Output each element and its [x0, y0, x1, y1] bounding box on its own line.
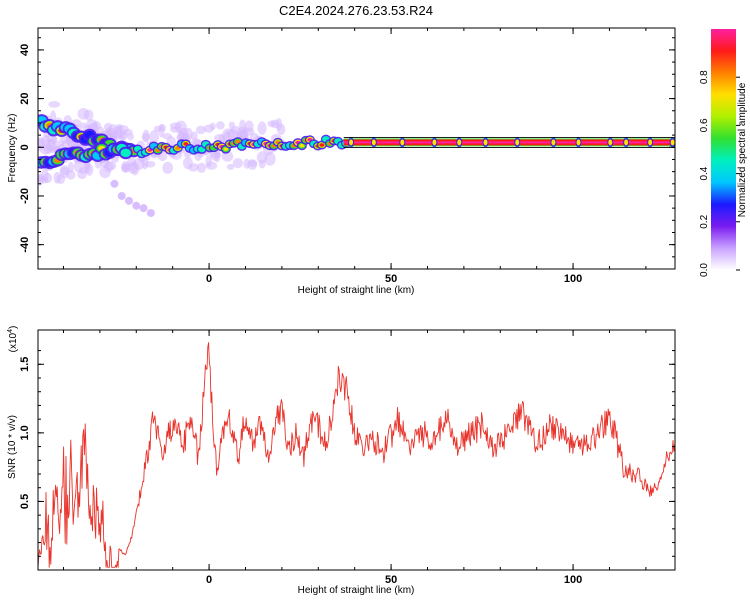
x-tick-label: 0 [206, 273, 212, 285]
heatmap-halo-cell [214, 149, 221, 163]
heatmap-band-cell [608, 139, 613, 146]
colorbar-gradient [711, 29, 736, 270]
snr-ylabel: SNR (10 * v/v) [7, 415, 18, 479]
heatmap-cell [319, 143, 325, 147]
spectrogram-xlabel: Height of straight line (km) [298, 285, 415, 296]
heatmap-halo-cell [149, 130, 159, 144]
y-tick-label: -40 [19, 237, 31, 253]
heatmap-cell [120, 148, 131, 158]
snr-frame [37, 329, 676, 571]
colorbar-label: Normalized spectral amplitude [737, 82, 748, 217]
svg-text:(x104): (x104) [7, 326, 19, 353]
heatmap-halo-cell [43, 172, 53, 184]
heatmap-band-cell [670, 139, 675, 146]
heatmap-band-cell [576, 139, 581, 146]
colorbar: 0.0 0.2 0.4 0.6 0.8 Normalized spectral ampl… [699, 29, 748, 277]
heatmap-halo-cell [264, 151, 276, 166]
heatmap-halo-cell [77, 169, 87, 180]
x-tick-label: 50 [385, 574, 397, 586]
colorbar-tick-label: 0.6 [699, 118, 710, 132]
heatmap-halo-cell [257, 121, 267, 135]
heatmap-band-cell [624, 139, 629, 146]
spectrogram-frame [37, 27, 676, 270]
heatmap-band-cell [400, 139, 405, 146]
y-tick-label: 0 [19, 144, 31, 150]
heatmap-halo-cell [190, 131, 198, 141]
spectrogram-ylabel: Frequency (Hz) [7, 114, 18, 183]
heatmap-halo-cell [162, 161, 174, 174]
snr-series-line [38, 342, 675, 568]
heatmap-cell [299, 143, 305, 148]
heatmap-halo-cell [196, 162, 207, 173]
heatmap-band-cell [349, 139, 354, 146]
heatmap-band-cell [371, 139, 376, 146]
heatmap-band-cell [648, 139, 653, 146]
snr-multiplier: (x104) [7, 326, 19, 353]
heatmap-halo-cell [193, 139, 203, 146]
colorbar-ticks: 0.0 0.2 0.4 0.6 0.8 [699, 70, 740, 277]
y-tick-label: 20 [19, 92, 31, 104]
heatmap-halo-cell [188, 163, 199, 172]
heatmap-trail-cell [117, 191, 126, 200]
heatmap-halo-cell [221, 151, 234, 162]
heatmap-trail-cell [110, 179, 119, 188]
snr-panel: 0 50 100 1.5 1.0 0.5 Height of straight line … [7, 326, 676, 596]
heatmap-halo-cell [232, 158, 244, 169]
y-tick-label: 1.5 [19, 357, 31, 372]
heatmap-halo-cell [142, 129, 150, 143]
heatmap-halo-cell [144, 160, 156, 168]
snr-xlabel: Height of straight line (km) [298, 585, 415, 596]
heatmap-halo-cell [195, 125, 206, 135]
heatmap-band-cell [551, 139, 556, 146]
heatmap-halo-cell [159, 124, 166, 132]
heatmap-halo-cell [216, 121, 225, 130]
colorbar-tick-label: 0.0 [699, 263, 710, 277]
heatmap-halo-cell [183, 127, 193, 141]
heatmap-trail-cell [146, 209, 155, 218]
snr-axes: 0 50 100 1.5 1.0 0.5 [19, 330, 675, 586]
x-tick-label: 50 [385, 273, 397, 285]
y-tick-label: 0.5 [19, 494, 31, 509]
heatmap-marks [38, 100, 675, 218]
colorbar-tick-label: 0.4 [699, 166, 710, 180]
heatmap-halo-cell [105, 161, 117, 171]
heatmap-halo-cell [276, 123, 286, 135]
colorbar-tick-label: 0.2 [699, 214, 710, 228]
chart-title: C2E4.2024.276.23.53.R24 [279, 3, 433, 18]
heatmap-band-cell [457, 139, 462, 146]
heatmap-band-cell [432, 139, 437, 146]
y-tick-label: 40 [19, 44, 31, 56]
heatmap-trail-cell [139, 204, 148, 213]
x-tick-label: 100 [564, 273, 582, 285]
heatmap-trail-cell [132, 201, 141, 210]
snr-multiplier-base: (x10 [8, 332, 19, 352]
heatmap-halo-cell [256, 151, 268, 164]
x-tick-label: 100 [564, 574, 582, 586]
spectrogram-axes: 0 50 100 40 20 0 -20 -40 [19, 28, 675, 285]
heatmap-halo-cell [205, 155, 212, 167]
heatmap-halo-cell [83, 109, 94, 121]
heatmap-halo-cell [244, 120, 254, 133]
heatmap-halo-cell [66, 170, 76, 180]
snr-multiplier-exponent: 4 [7, 329, 14, 333]
heatmap-halo-cell [127, 133, 135, 141]
heatmap-halo-cell [209, 122, 216, 130]
heatmap-halo-cell [226, 163, 235, 170]
y-tick-label: 1.0 [19, 425, 31, 440]
spectrogram-panel: 0 50 100 40 20 0 -20 -40 Height of straight lin… [7, 27, 676, 296]
heatmap-trail-cell [125, 196, 133, 205]
heatmap-halo-cell [85, 163, 94, 176]
heatmap-halo-cell [247, 159, 258, 170]
heatmap-halo-cell [67, 161, 74, 173]
heatmap-band-center [343, 141, 675, 144]
heatmap-band-cell [483, 139, 488, 146]
y-tick-label: -20 [19, 188, 31, 204]
heatmap-cell [223, 147, 229, 151]
heatmap-band-cell [515, 139, 520, 146]
heatmap-cell [235, 139, 241, 144]
colorbar-tick-label: 0.8 [699, 70, 710, 84]
x-tick-label: 0 [206, 574, 212, 586]
heatmap-halo-cell [48, 100, 61, 108]
